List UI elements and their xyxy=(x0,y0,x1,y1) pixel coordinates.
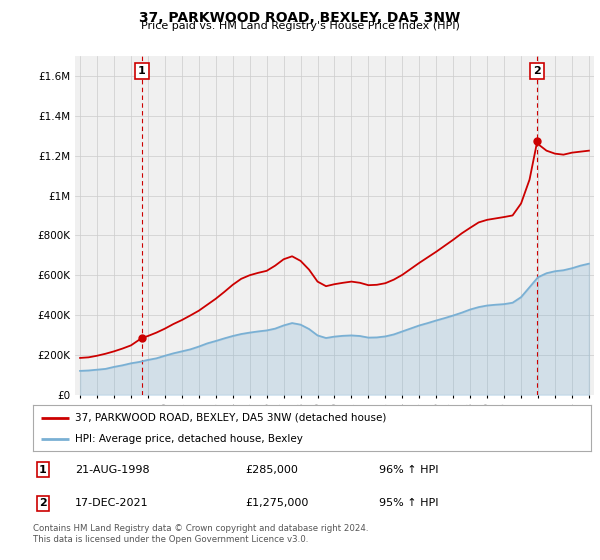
Text: 17-DEC-2021: 17-DEC-2021 xyxy=(75,498,148,508)
Text: 37, PARKWOOD ROAD, BEXLEY, DA5 3NW (detached house): 37, PARKWOOD ROAD, BEXLEY, DA5 3NW (deta… xyxy=(75,413,386,423)
Text: 1: 1 xyxy=(138,66,146,76)
Text: 1: 1 xyxy=(39,464,47,474)
Text: HPI: Average price, detached house, Bexley: HPI: Average price, detached house, Bexl… xyxy=(75,435,303,444)
Text: £285,000: £285,000 xyxy=(245,464,298,474)
Text: 2: 2 xyxy=(39,498,47,508)
Text: 96% ↑ HPI: 96% ↑ HPI xyxy=(379,464,439,474)
Text: Contains HM Land Registry data © Crown copyright and database right 2024.
This d: Contains HM Land Registry data © Crown c… xyxy=(33,524,368,544)
Text: £1,275,000: £1,275,000 xyxy=(245,498,308,508)
Text: Price paid vs. HM Land Registry's House Price Index (HPI): Price paid vs. HM Land Registry's House … xyxy=(140,21,460,31)
Text: 37, PARKWOOD ROAD, BEXLEY, DA5 3NW: 37, PARKWOOD ROAD, BEXLEY, DA5 3NW xyxy=(139,11,461,25)
Text: 21-AUG-1998: 21-AUG-1998 xyxy=(75,464,149,474)
Text: 2: 2 xyxy=(533,66,541,76)
Text: 95% ↑ HPI: 95% ↑ HPI xyxy=(379,498,439,508)
